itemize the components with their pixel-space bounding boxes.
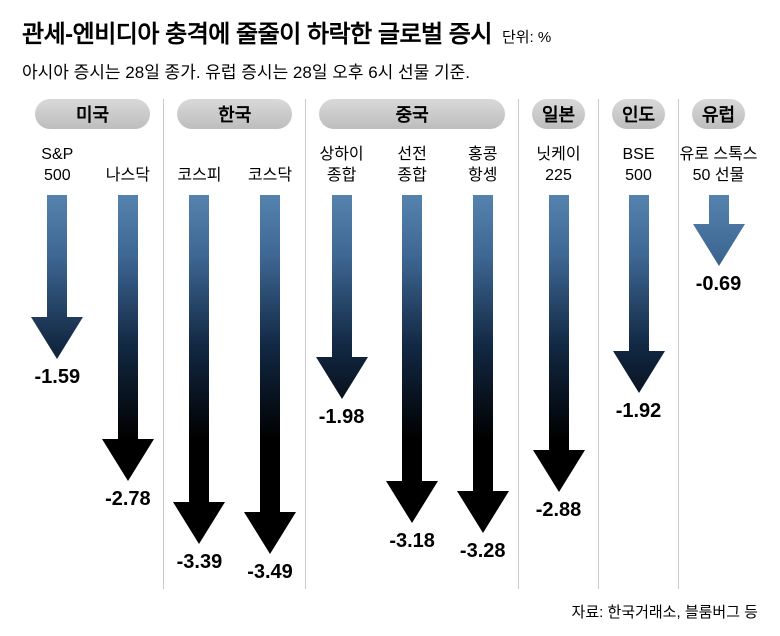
index-label: BSE 500 [622, 145, 655, 185]
index-column: 코스피 -3.39 [164, 135, 235, 589]
index-label: 홍콩 항셍 [468, 145, 498, 185]
group-pill: 중국 [319, 99, 505, 129]
index-column: 코스닥 -3.49 [235, 135, 306, 589]
index-label: 코스닥 [247, 167, 293, 185]
subtitle: 아시아 증시는 28일 종가. 유럽 증시는 28일 오후 6시 선물 기준. [22, 63, 471, 82]
down-arrow [456, 195, 509, 533]
market-group: 인도 BSE 500 -1.92 [598, 99, 678, 589]
group-columns: BSE 500 -1.92 [599, 135, 678, 589]
group-pill: 일본 [532, 99, 585, 129]
index-column: 유로 스톡스 50 선물 -0.69 [679, 135, 758, 589]
group-columns: 코스피 -3.39 코스닥 -3.49 [164, 135, 305, 589]
group-pill: 미국 [35, 99, 151, 129]
down-arrow [315, 195, 368, 399]
group-columns: S&P 500 -1.59 나스닥 -2.78 [22, 135, 163, 589]
group-pill: 유럽 [692, 99, 745, 129]
value-label: -3.28 [459, 540, 506, 562]
value-label: -1.98 [318, 406, 365, 428]
group-pill: 한국 [177, 99, 293, 129]
index-column: 나스닥 -2.78 [93, 135, 164, 589]
group-columns: 상하이 종합 -1.98 선전 종합 -3.18 홍콩 항셍 -3.28 [306, 135, 518, 589]
infographic-page: 관세-엔비디아 충격에 줄줄이 하락한 글로벌 증시 단위: % 아시아 증시는… [22, 14, 758, 622]
index-label: 유로 스톡스 50 선물 [679, 145, 758, 185]
index-label: 닛케이 225 [536, 145, 581, 185]
index-label: 코스피 [177, 167, 222, 185]
value-label: -1.59 [34, 366, 81, 388]
source-note: 자료: 한국거래소, 블룸버그 등 [571, 604, 758, 621]
value-label: -0.69 [695, 273, 742, 295]
index-column: 상하이 종합 -1.98 [306, 135, 377, 589]
value-label: -2.88 [535, 499, 582, 521]
index-column: BSE 500 -1.92 [599, 135, 678, 589]
index-column: 닛케이 225 -2.88 [519, 135, 598, 589]
group-columns: 유로 스톡스 50 선물 -0.69 [679, 135, 758, 589]
page-title: 관세-엔비디아 충격에 줄줄이 하락한 글로벌 증시 [22, 21, 492, 48]
group-columns: 닛케이 225 -2.88 [519, 135, 598, 589]
down-arrow [532, 195, 585, 492]
value-label: -1.92 [615, 400, 662, 422]
header: 관세-엔비디아 충격에 줄줄이 하락한 글로벌 증시 단위: % [22, 14, 758, 49]
value-label: -3.49 [247, 561, 293, 583]
value-label: -2.78 [105, 488, 151, 510]
index-label: S&P 500 [41, 145, 74, 185]
index-label: 나스닥 [105, 167, 150, 185]
down-arrow [31, 195, 84, 359]
value-label: -3.39 [176, 551, 223, 573]
down-arrow [244, 195, 296, 554]
index-column: 선전 종합 -3.18 [377, 135, 448, 589]
market-group: 미국 S&P 500 -1.59 나스닥 -2.78 [22, 99, 163, 589]
index-label: 상하이 종합 [319, 145, 364, 185]
down-arrow [101, 195, 154, 481]
down-arrow [692, 195, 745, 266]
down-arrow [612, 195, 665, 393]
unit-label: 단위: % [501, 29, 552, 46]
index-label: 선전 종합 [397, 145, 427, 185]
index-column: S&P 500 -1.59 [22, 135, 93, 589]
value-label: -3.18 [389, 530, 435, 552]
down-arrow [386, 195, 439, 523]
group-pill: 인도 [612, 99, 665, 129]
down-arrow [173, 195, 226, 544]
index-column: 홍콩 항셍 -3.28 [447, 135, 518, 589]
